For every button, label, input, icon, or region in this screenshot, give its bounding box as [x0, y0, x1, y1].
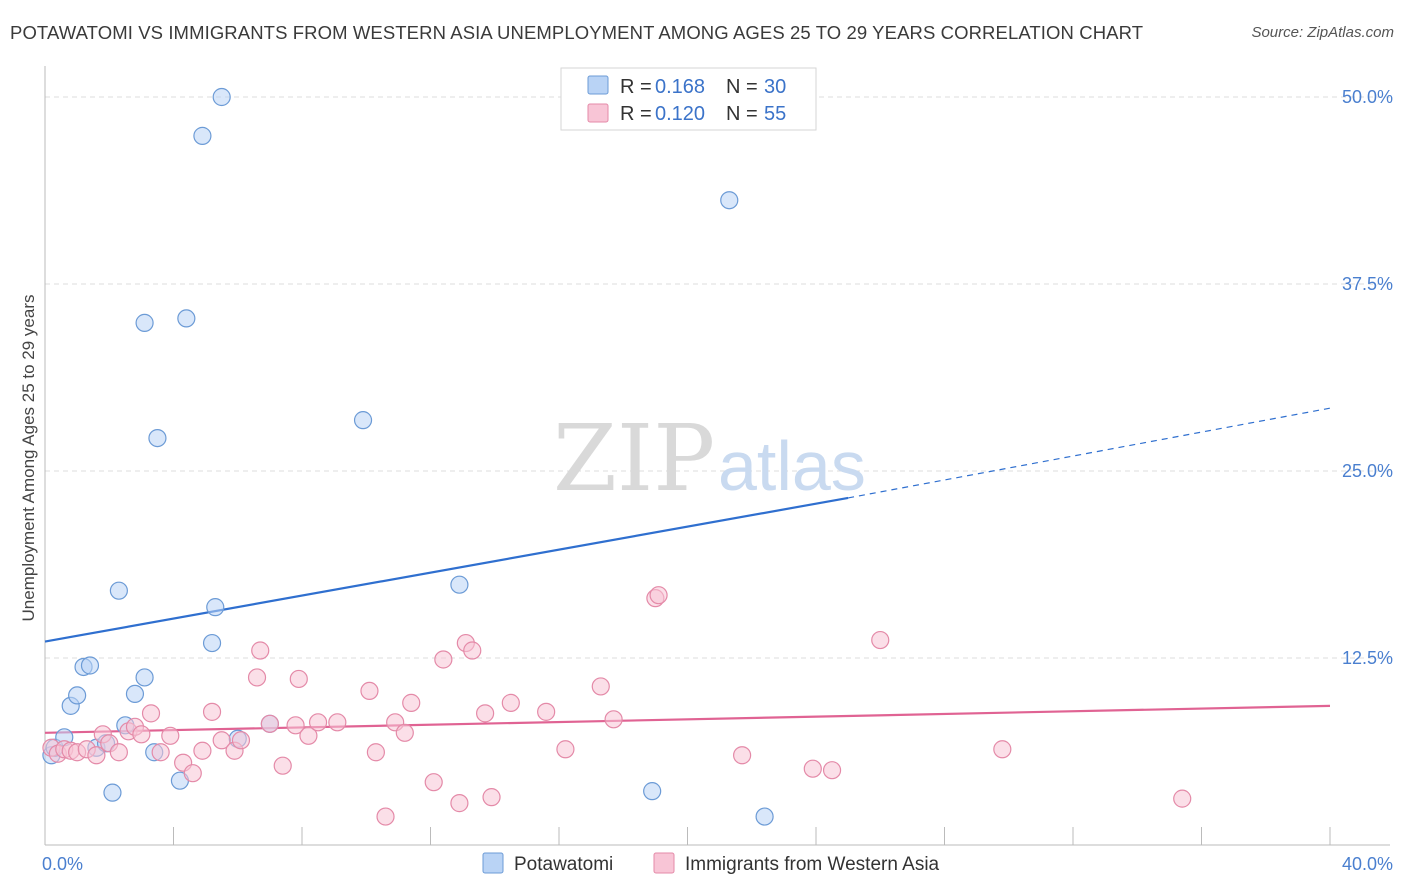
immigrants-point-43	[476, 704, 495, 723]
immigrants-point-44	[482, 788, 501, 807]
immigrants-point-15	[161, 726, 180, 745]
immigrants-point-32	[360, 681, 379, 701]
chart-title: POTAWATOMI VS IMMIGRANTS FROM WESTERN AS…	[10, 22, 1144, 43]
series-swatch-potawatomi	[482, 852, 504, 874]
immigrants-point-36	[395, 723, 414, 742]
legend-n-label-2: N =	[726, 103, 758, 125]
immigrants-point-47	[556, 740, 575, 759]
legend-r-label-1: R =	[620, 76, 652, 98]
immigrants-point-53	[803, 759, 822, 778]
legend-n-value-1: 30	[764, 76, 786, 98]
immigrants-point-52	[733, 746, 752, 765]
immigrants-point-34	[376, 807, 395, 826]
immigrants-point-33	[366, 743, 385, 762]
immigrants-point-46	[537, 702, 556, 721]
potawatomi-point-20	[202, 633, 222, 653]
trend-line-0	[44, 496, 849, 643]
watermark-zip: ZIP	[553, 405, 715, 512]
y-axis-label: Unemployment Among Ages 25 to 29 years	[19, 295, 38, 622]
potawatomi-point-9	[103, 783, 122, 802]
immigrants-point-26	[273, 756, 292, 775]
immigrants-point-6	[87, 746, 106, 765]
potawatomi-point-29	[755, 807, 774, 826]
potawatomi-point-4	[68, 686, 87, 705]
potawatomi-point-18	[177, 309, 196, 328]
immigrants-point-48	[591, 677, 610, 696]
immigrants-point-55	[871, 630, 890, 650]
immigrants-point-40	[450, 794, 469, 813]
potawatomi-point-26	[450, 575, 469, 594]
legend-swatch-immigrants	[587, 103, 609, 123]
legend-n-value-2: 55	[764, 103, 786, 125]
y-tick-label-0: 12.5%	[1342, 648, 1393, 668]
immigrants-point-45	[501, 693, 520, 712]
immigrants-point-17	[183, 764, 202, 783]
immigrants-point-29	[299, 726, 318, 745]
immigrants-point-24	[251, 641, 270, 660]
legend-r-value-1: 0.168	[655, 76, 705, 98]
immigrants-point-9	[109, 743, 128, 762]
legend-r-value-2: 0.120	[655, 103, 705, 125]
series-swatch-immigrants	[653, 852, 675, 874]
trend-line-extension-0	[848, 407, 1331, 499]
watermark-atlas: atlas	[718, 427, 866, 505]
x-tick-label-0: 0.0%	[42, 854, 83, 874]
y-tick-label-3: 50.0%	[1342, 87, 1393, 107]
immigrants-point-31	[328, 713, 347, 732]
immigrants-point-20	[212, 731, 231, 750]
immigrants-point-25	[260, 714, 279, 733]
immigrants-point-18	[193, 741, 212, 760]
series-legend: Potawatomi Immigrants from Western Asia	[482, 852, 940, 875]
immigrants-point-14	[151, 743, 170, 762]
grid-lines	[45, 96, 1390, 659]
legend-r-label-2: R =	[620, 103, 652, 125]
immigrants-point-51	[649, 586, 668, 605]
immigrants-point-22	[231, 731, 251, 750]
potawatomi-point-16	[148, 428, 167, 448]
immigrants-point-23	[247, 668, 267, 687]
immigrants-point-37	[402, 693, 421, 712]
watermark: ZIP atlas	[553, 405, 866, 512]
potawatomi-point-6	[80, 656, 100, 675]
potawatomi-point-13	[135, 313, 154, 332]
x-tick-labels: 0.0% 40.0%	[42, 854, 1393, 874]
immigrants-point-57	[1173, 789, 1192, 808]
immigrants-point-19	[202, 702, 222, 721]
immigrants-point-12	[132, 725, 151, 744]
potawatomi-point-21	[206, 598, 225, 617]
axes	[44, 66, 1390, 846]
immigrants-point-56	[993, 740, 1012, 759]
y-tick-label-1: 25.0%	[1342, 461, 1393, 481]
potawatomi-point-12	[125, 684, 145, 704]
immigrants-point-30	[308, 713, 328, 732]
y-tick-label-2: 37.5%	[1342, 274, 1393, 294]
legend-n-label-1: N =	[726, 76, 758, 98]
immigrants-point-28	[289, 669, 308, 689]
trend-line-1	[44, 704, 1331, 734]
series-label-immigrants: Immigrants from Western Asia	[685, 854, 940, 875]
immigrants-point-42	[463, 641, 482, 660]
potawatomi-point-19	[193, 126, 212, 145]
legend-swatch-potawatomi	[587, 75, 609, 95]
immigrants-point-13	[141, 704, 161, 723]
y-tick-labels: 12.5% 25.0% 37.5% 50.0%	[1342, 87, 1393, 668]
potawatomi-point-22	[212, 87, 231, 107]
potawatomi-point-14	[135, 668, 154, 687]
potawatomi-point-10	[109, 581, 128, 600]
immigrants-point-49	[604, 710, 623, 729]
immigrants-point-54	[822, 761, 842, 780]
x-tick-label-1: 40.0%	[1342, 854, 1393, 874]
chart-source: Source: ZipAtlas.com	[1251, 24, 1394, 41]
trend-lines	[44, 407, 1331, 734]
data-points	[42, 87, 1192, 826]
series-label-potawatomi: Potawatomi	[514, 854, 613, 875]
immigrants-point-38	[424, 773, 443, 792]
potawatomi-point-28	[720, 191, 739, 210]
immigrants-point-27	[286, 716, 305, 735]
potawatomi-point-25	[353, 411, 373, 430]
potawatomi-point-27	[643, 782, 662, 801]
legend: R = 0.168 N = 30 R = 0.120 N = 55	[560, 67, 817, 131]
immigrants-point-39	[434, 650, 453, 669]
